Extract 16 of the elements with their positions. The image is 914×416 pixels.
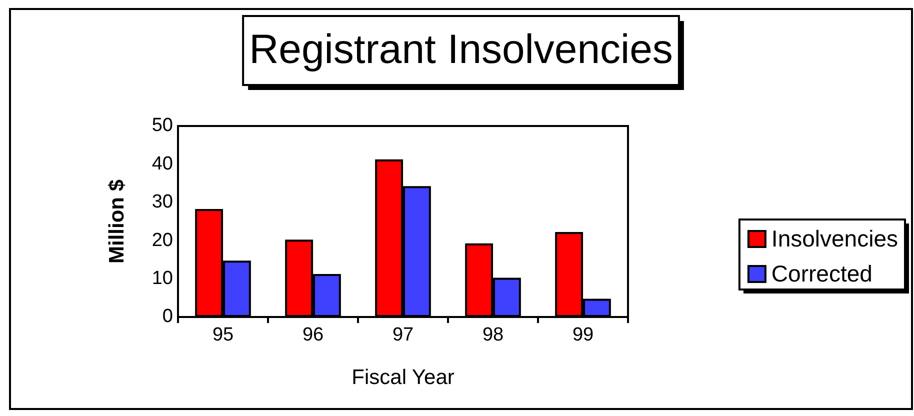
y-tick-label: 10 bbox=[152, 268, 173, 290]
y-tick-label: 20 bbox=[152, 230, 173, 251]
chart-title: Registrant Insolvencies bbox=[249, 26, 673, 72]
x-tick-label: 99 bbox=[572, 324, 594, 346]
y-tick-label: 40 bbox=[152, 153, 173, 174]
x-tick-label: 98 bbox=[482, 324, 504, 346]
legend-label: Corrected bbox=[771, 260, 872, 286]
x-tick-label: 97 bbox=[392, 324, 414, 346]
x-axis-title: Fiscal Year bbox=[352, 366, 454, 390]
x-tick-label: 96 bbox=[302, 324, 324, 346]
y-axis-title: Million $ bbox=[105, 179, 128, 264]
y-tick-label: 30 bbox=[152, 192, 173, 213]
x-tick-label: 95 bbox=[212, 324, 234, 346]
y-tick-label: 0 bbox=[162, 306, 173, 328]
y-tick-label: 50 bbox=[152, 115, 173, 136]
legend-label: Insolvencies bbox=[771, 225, 898, 252]
